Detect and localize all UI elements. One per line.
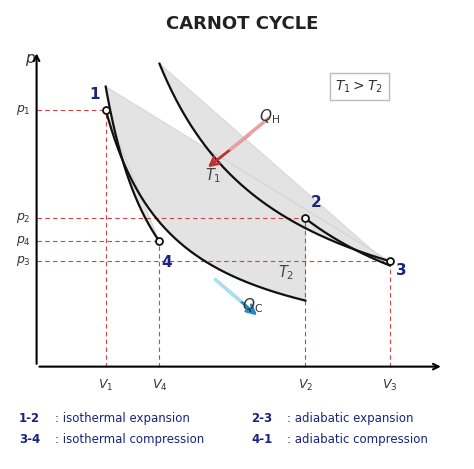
- Text: : isothermal expansion: : isothermal expansion: [55, 412, 190, 425]
- Text: $p_2$: $p_2$: [16, 212, 31, 226]
- Text: $p_1$: $p_1$: [16, 103, 31, 117]
- Text: $T_1 > T_2$: $T_1 > T_2$: [335, 78, 383, 95]
- Title: CARNOT CYCLE: CARNOT CYCLE: [166, 15, 318, 33]
- Text: $p_3$: $p_3$: [16, 254, 31, 268]
- Text: 2: 2: [311, 195, 322, 210]
- Text: $Q_\mathrm{C}$: $Q_\mathrm{C}$: [242, 296, 263, 315]
- Text: 1-2: 1-2: [19, 412, 40, 425]
- Text: $V_1$: $V_1$: [98, 378, 113, 393]
- Text: 2-3: 2-3: [251, 412, 273, 425]
- Text: 4: 4: [161, 255, 172, 270]
- Text: $V_2$: $V_2$: [298, 378, 313, 393]
- Text: $V_3$: $V_3$: [382, 378, 398, 393]
- Text: $V_4$: $V_4$: [152, 378, 167, 393]
- Text: $T_2$: $T_2$: [278, 264, 294, 282]
- Text: $p_4$: $p_4$: [16, 234, 31, 249]
- Text: : isothermal compression: : isothermal compression: [55, 433, 204, 446]
- Text: 3: 3: [396, 263, 406, 278]
- Text: $p$: $p$: [25, 53, 36, 68]
- Text: $T_1$: $T_1$: [205, 166, 221, 185]
- Text: : adiabatic expansion: : adiabatic expansion: [287, 412, 413, 425]
- Polygon shape: [106, 64, 390, 301]
- Text: $Q_\mathrm{H}$: $Q_\mathrm{H}$: [259, 107, 280, 126]
- Text: : adiabatic compression: : adiabatic compression: [287, 433, 428, 446]
- Text: 1: 1: [90, 87, 100, 102]
- Text: 3-4: 3-4: [19, 433, 40, 446]
- Text: 4-1: 4-1: [251, 433, 273, 446]
